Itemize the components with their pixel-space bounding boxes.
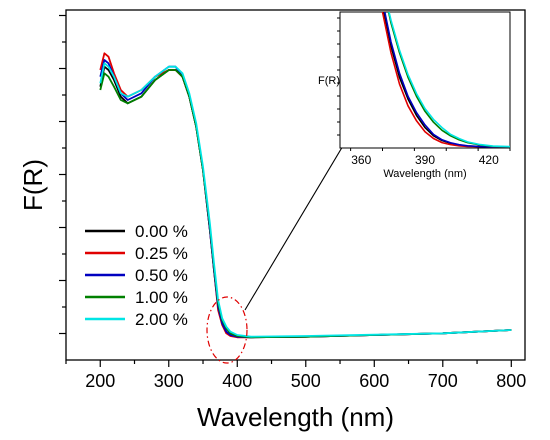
x-tick-label: 800	[496, 371, 526, 391]
arrow-line	[244, 123, 357, 311]
x-tick-label: 700	[428, 371, 458, 391]
series-line-4	[99, 62, 512, 338]
inset-series-group	[381, 12, 510, 148]
main-plot: 200 300 400 500 600 700 800 Wavelength (nm) F(R)	[18, 9, 526, 432]
x-axis-title: Wavelength (nm)	[197, 402, 394, 432]
legend-label-1: 0.25 %	[135, 244, 188, 263]
inset-x-tick-label: 390	[415, 153, 435, 167]
inset-series-line-2	[383, 12, 510, 148]
inset-plot: 360 390 420 Wavelength (nm) F(R)	[318, 11, 511, 180]
x-tick-label: 200	[85, 371, 115, 391]
x-tick-label: 500	[291, 371, 321, 391]
legend-label-2: 0.50 %	[135, 266, 188, 285]
inset-x-axis-title: Wavelength (nm)	[383, 168, 466, 180]
inset-y-axis-title: F(R)	[318, 75, 340, 87]
x-tick-label: 300	[154, 371, 184, 391]
annotation	[206, 123, 357, 364]
legend-label-0: 0.00 %	[135, 222, 188, 241]
x-tick-label: 600	[359, 371, 389, 391]
inset-x-tick-label: 360	[351, 153, 371, 167]
plot-frame	[65, 9, 526, 361]
legend-label-4: 2.00 %	[135, 310, 188, 329]
x-tick-label: 400	[222, 371, 252, 391]
inset-series-line-4	[388, 12, 510, 148]
legend: 0.00 % 0.25 % 0.50 % 1.00 % 2.00 %	[85, 222, 188, 329]
highlight-ellipse	[206, 296, 248, 364]
legend-label-3: 1.00 %	[135, 288, 188, 307]
y-axis-title: F(R)	[18, 159, 48, 211]
inset-x-tick-label: 420	[479, 153, 499, 167]
